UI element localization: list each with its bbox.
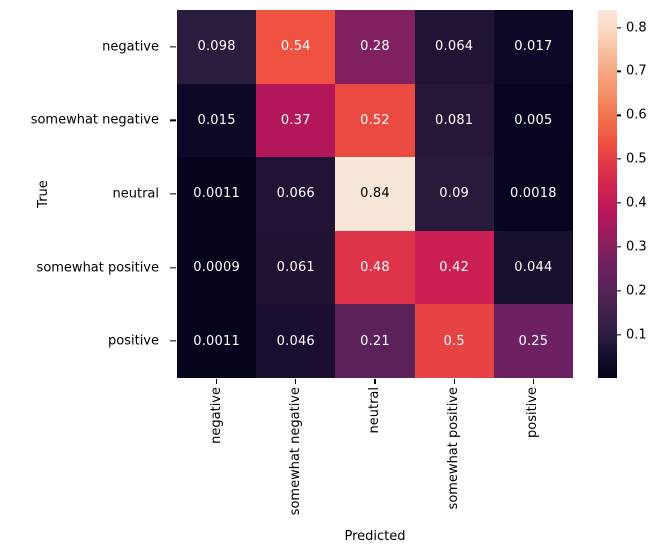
- y-tick-label: negative: [102, 39, 159, 55]
- heatmap-cell: 0.0018: [493, 157, 573, 231]
- heatmap-cell: 0.064: [414, 10, 494, 84]
- y-tick-label: somewhat positive: [36, 260, 159, 276]
- x-tick-mark: [453, 378, 455, 384]
- heatmap-cell: 0.0011: [177, 157, 257, 231]
- y-tick-mark: [170, 193, 176, 195]
- heatmap-cell: 0.015: [177, 83, 257, 158]
- y-tick-mark: [170, 340, 176, 342]
- heatmap-cell: 0.37: [256, 83, 336, 158]
- x-axis-tick-labels: negative somewhat negative neutral somewhat…: [177, 378, 573, 523]
- heatmap-cell: 0.48: [335, 230, 415, 305]
- colorbar-ticks: 0.1 0.2 0.3 0.4 0.5 0.6 0.7 0.8: [617, 10, 657, 378]
- colorbar-tick-mark: [617, 70, 621, 73]
- heatmap-cell: 0.21: [335, 304, 415, 378]
- heatmap-cell: 0.52: [335, 83, 415, 158]
- x-tick-label: somewhat negative: [287, 387, 303, 516]
- colorbar: [598, 10, 617, 378]
- x-tick-mark: [374, 378, 376, 384]
- heatmap-cell: 0.42: [414, 230, 494, 305]
- heatmap-cell: 0.017: [493, 10, 573, 84]
- heatmap-cell: 0.5: [414, 304, 494, 378]
- heatmap-cell: 0.046: [256, 304, 336, 378]
- colorbar-tick-label: 0.1: [626, 327, 647, 343]
- heatmap-cell: 0.0009: [177, 230, 257, 305]
- colorbar-tick-label: 0.3: [626, 239, 647, 255]
- x-tick-mark: [215, 378, 218, 384]
- heatmap-cell: 0.044: [493, 230, 573, 305]
- y-tick-label: somewhat negative: [30, 112, 159, 128]
- heatmap-cell: 0.061: [256, 230, 336, 305]
- x-tick-label: neutral: [367, 387, 382, 434]
- y-tick-label: positive: [108, 333, 159, 349]
- x-tick-mark: [532, 378, 535, 384]
- colorbar-tick-label: 0.7: [626, 63, 647, 79]
- colorbar-tick-label: 0.2: [626, 283, 647, 299]
- x-tick-mark: [295, 378, 297, 384]
- x-tick-label: positive: [525, 387, 541, 438]
- y-tick-label: neutral: [112, 186, 160, 202]
- colorbar-tick-label: 0.4: [626, 195, 647, 211]
- colorbar-tick-mark: [617, 202, 621, 204]
- heatmap-cell: 0.0011: [177, 304, 257, 378]
- y-tick-mark: [170, 46, 176, 48]
- colorbar-tick-mark: [617, 114, 621, 116]
- heatmap-cell: 0.066: [256, 157, 336, 231]
- heatmap-cell: 0.098: [177, 10, 257, 84]
- colorbar-tick-label: 0.8: [626, 20, 647, 36]
- heatmap-cell: 0.005: [493, 83, 573, 158]
- y-axis-tick-labels: negative somewhat negative neutral somewhat…: [0, 10, 176, 378]
- x-tick-label: negative: [208, 387, 224, 444]
- colorbar-tick-mark: [617, 333, 621, 336]
- colorbar-tick-label: 0.5: [626, 151, 647, 167]
- colorbar-tick-label: 0.6: [626, 107, 647, 123]
- colorbar-tick-mark: [617, 290, 621, 292]
- heatmap-cell: 0.84: [335, 157, 415, 231]
- heatmap-cell: 0.28: [335, 10, 415, 84]
- x-tick-label: somewhat positive: [446, 387, 462, 510]
- heatmap-cell: 0.09: [414, 157, 494, 231]
- heatmap-cell: 0.54: [256, 10, 336, 84]
- y-tick-mark: [170, 119, 176, 122]
- colorbar-tick-mark: [617, 158, 621, 160]
- heatmap-cell: 0.25: [493, 304, 573, 378]
- colorbar-tick-mark: [617, 246, 621, 248]
- heatmap-cell: 0.081: [414, 83, 494, 158]
- y-tick-mark: [170, 266, 176, 269]
- heatmap-grid: 0.098 0.54 0.28 0.064 0.017 0.015 0.37 0.52 0.08…: [177, 10, 573, 378]
- x-axis-title: Predicted: [344, 529, 406, 544]
- colorbar-tick-mark: [617, 26, 621, 29]
